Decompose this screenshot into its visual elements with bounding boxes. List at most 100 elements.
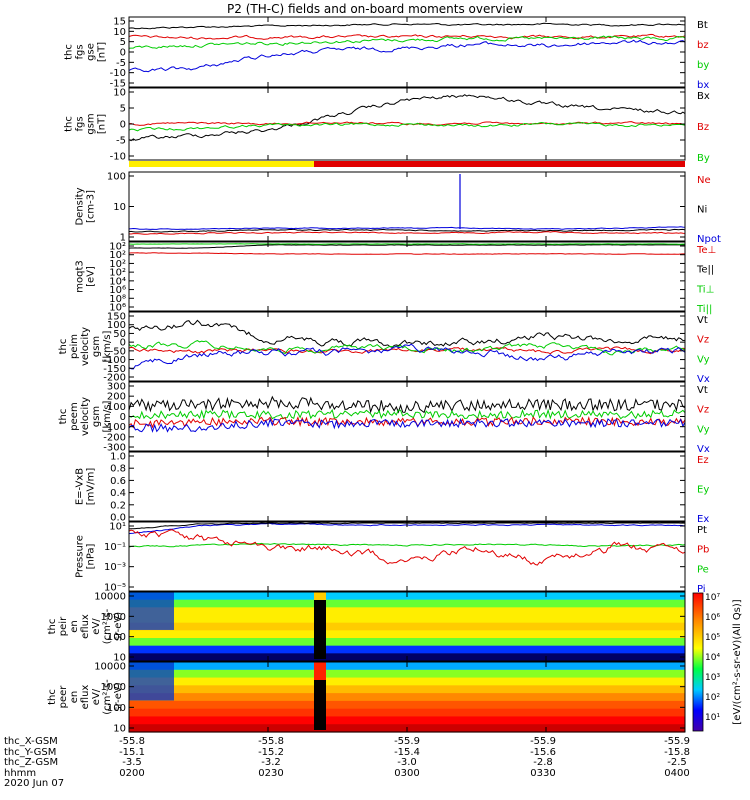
- y-tick-label: 100: [107, 632, 126, 643]
- y-axis-label: peer: [58, 685, 69, 709]
- overview-plot: 10⁷ 10⁶ 10⁵ 10⁴ 10³ 10² 10¹ [eV/(cm²-s-sr-eV)(A…: [47, 16, 743, 735]
- y-tick-label: 10000: [94, 592, 126, 603]
- y-axis-label: eflux: [80, 685, 91, 710]
- y-tick-label: 300: [107, 382, 126, 393]
- gap-top-flux: [314, 662, 326, 680]
- y-tick-label: 0: [120, 120, 126, 131]
- y-axis-label: (cm²-s-: [102, 679, 113, 715]
- footer-value: -15.8: [664, 746, 690, 758]
- legend-entry: Pi: [697, 584, 706, 595]
- y-tick-label: 0.4: [110, 488, 126, 499]
- y-tick-label: 100: [107, 172, 126, 183]
- y-tick-label: 5: [120, 104, 126, 115]
- panel-frame: [128, 451, 686, 522]
- y-axis-label: eV/: [91, 688, 102, 705]
- footer-label: thc_Z-GSM: [4, 757, 59, 768]
- y-axis-label: [nT]: [97, 114, 108, 134]
- y-tick-label: -300: [103, 443, 126, 454]
- y-tick-label: 10⁶: [109, 285, 126, 296]
- y-tick-label: 10²: [109, 259, 126, 270]
- fgs-b-series: [128, 35, 686, 49]
- y-axis-label: [km/s]: [102, 400, 113, 432]
- footer-value: -15.1: [119, 746, 145, 758]
- y-tick-label: 10²: [109, 268, 126, 279]
- y-axis-label: gsm: [91, 336, 102, 357]
- peer-spectrum-band: [129, 669, 685, 679]
- peim-velocity-series: [128, 346, 686, 355]
- legend-entry: Bz: [697, 122, 709, 133]
- footer-value: -15.4: [394, 746, 420, 758]
- y-tick-label: 0: [120, 338, 126, 349]
- footer-label: thc_Y-GSM: [4, 746, 57, 758]
- footer-value: -2.5: [667, 757, 687, 768]
- peir-spectrum-band: [129, 638, 685, 647]
- legend-entry: Vy: [697, 354, 710, 365]
- mode-bar-fast: [314, 161, 685, 167]
- peer-spectrum-band: [129, 677, 685, 686]
- pressure-series: [128, 529, 686, 566]
- y-tick-label: 10: [113, 724, 126, 735]
- y-tick-label: -10: [110, 68, 126, 79]
- y-tick-label: -5: [116, 136, 126, 147]
- y-tick-label: 1000: [101, 682, 126, 693]
- y-axis-label: peir: [58, 616, 69, 636]
- colorbar-label: [eV/(cm²-s-sr-eV)(All Qs)]: [732, 599, 743, 724]
- footer-label: hhmm: [4, 767, 37, 779]
- legend-entry: Ez: [697, 455, 709, 466]
- colorbar-tick-label: 10⁶: [705, 613, 720, 623]
- y-tick-label: 10⁻³: [104, 562, 126, 573]
- legend-entry: Pe: [697, 564, 709, 575]
- footer-value: -15.6: [530, 746, 556, 758]
- y-tick-label: 10²: [109, 250, 126, 261]
- colorbar-tick-label: 10⁵: [705, 633, 720, 643]
- colorbar-tick-label: 10¹: [705, 713, 720, 723]
- fgs-b-series: [128, 33, 686, 40]
- footer-value: -3.2: [261, 757, 281, 768]
- y-axis-label: peem: [69, 402, 80, 430]
- y-axis-label: thc: [47, 689, 58, 705]
- y-tick-label: 0.6: [110, 476, 126, 487]
- y-tick-label: 1.0: [110, 452, 126, 463]
- temperature-series: [128, 252, 685, 255]
- low-flux-patch: [129, 662, 174, 701]
- panel-frame: [128, 241, 686, 312]
- y-axis-label: [eV]: [86, 266, 97, 287]
- y-axis-label: thc: [47, 619, 58, 635]
- series-layer: [128, 22, 686, 566]
- y-tick-label: 10²: [109, 242, 126, 253]
- legend-entry: Vt: [697, 385, 708, 396]
- labels-layer: 10⁷ 10⁶ 10⁵ 10⁴ 10³ 10² 10¹ [eV/(cm²-s-sr-eV)(A…: [47, 17, 743, 735]
- data-gap-bar: [314, 680, 326, 730]
- y-tick-label: 0.2: [110, 500, 126, 511]
- y-axis-label: thc: [64, 116, 75, 132]
- y-tick-label: 1: [120, 233, 126, 244]
- y-axis-label: fgs: [75, 44, 86, 59]
- y-tick-label: 10: [113, 27, 126, 38]
- peer-spectrum-band: [129, 716, 685, 725]
- chart-title: P2 (TH-C) fields and on-board moments ov…: [227, 2, 523, 16]
- y-tick-label: 200: [107, 392, 126, 403]
- legend-entry: Te||: [696, 265, 714, 276]
- y-axis-label: en: [69, 620, 80, 633]
- pressure-series: [128, 542, 686, 548]
- footer-value: 0330: [530, 767, 556, 779]
- fgs-b-series: [128, 39, 686, 73]
- peir-spectrum-band: [129, 599, 685, 608]
- mode-bar-slow: [129, 161, 314, 167]
- y-axis-label: E=-VxB: [75, 468, 86, 505]
- y-tick-label: -5: [116, 58, 126, 69]
- legend-entry: bz: [697, 40, 709, 51]
- y-tick-label: -100: [103, 422, 126, 433]
- y-axis-label: [mV/m]: [86, 468, 97, 506]
- footer-value: -2.8: [533, 757, 553, 768]
- fgs-b2-series: [128, 121, 686, 132]
- y-axis-label: gse: [86, 43, 97, 61]
- peir-spectrum-band: [129, 645, 685, 654]
- y-tick-label: -200: [103, 432, 126, 443]
- footer-value: -3.0: [397, 757, 417, 768]
- frames-layer: [128, 16, 686, 733]
- footer-value: 0300: [394, 767, 420, 779]
- y-tick-label: 10⁶: [109, 303, 126, 314]
- y-tick-label: 10: [113, 88, 126, 99]
- footer-value: -55.9: [394, 736, 420, 747]
